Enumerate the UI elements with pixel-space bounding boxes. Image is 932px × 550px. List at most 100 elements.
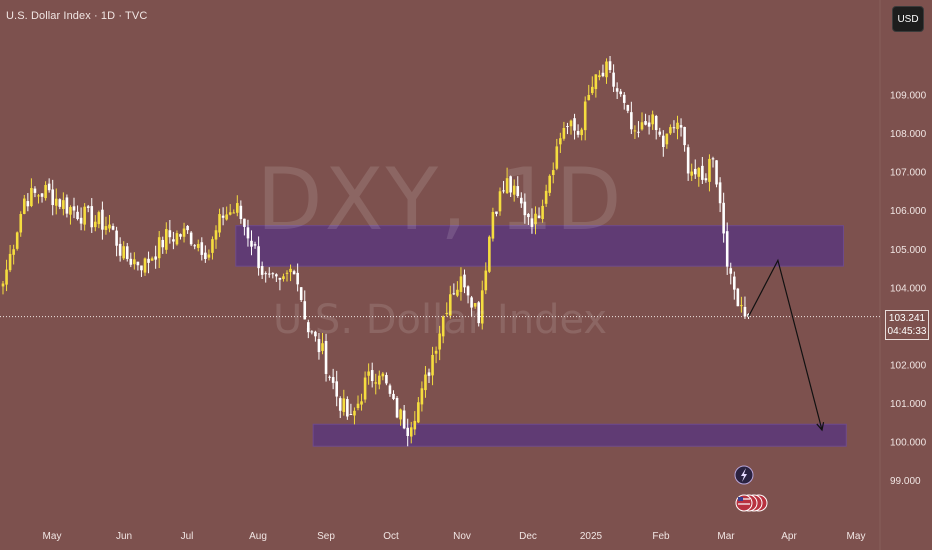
candle-down [331, 377, 335, 383]
candle-up [282, 276, 285, 279]
candle-up [409, 427, 413, 437]
candle-down [729, 268, 733, 274]
candle-down [392, 393, 395, 400]
candle-up [459, 276, 463, 292]
candle-up [321, 343, 324, 351]
y-tick-label: 99.000 [890, 476, 921, 487]
candle-up [438, 333, 441, 350]
candle-up [498, 191, 502, 212]
candle-down [701, 165, 704, 180]
candle-up [12, 249, 15, 255]
candle-up [97, 212, 101, 225]
candle-up [651, 114, 654, 125]
x-tick-label: Feb [652, 531, 670, 542]
y-tick-label: 106.000 [890, 206, 927, 217]
candle-up [399, 409, 402, 420]
candle-up [555, 146, 559, 169]
candle-down [186, 225, 189, 231]
candle-up [342, 398, 346, 412]
y-tick-label: 108.000 [890, 129, 927, 140]
candle-down [622, 94, 626, 103]
candle-up [150, 258, 154, 261]
y-tick-label: 105.000 [890, 245, 927, 256]
candle-down [346, 399, 349, 417]
candle-down [310, 331, 314, 333]
candle-up [548, 175, 551, 193]
candle-up [381, 373, 385, 377]
candle-down [509, 176, 512, 193]
candle-down [619, 91, 622, 95]
candle-up [445, 312, 449, 314]
lightning-glyph [741, 468, 747, 482]
candle-up [559, 138, 562, 145]
candle-up [580, 129, 583, 136]
candle-down [658, 131, 662, 135]
candle-down [516, 186, 520, 196]
candle-up [598, 75, 601, 78]
candle-down [683, 126, 686, 146]
candle-down [239, 205, 243, 219]
y-tick-label: 109.000 [890, 91, 927, 102]
candle-down [612, 72, 615, 87]
candle-down [470, 297, 473, 308]
currency-button[interactable]: USD [892, 6, 924, 32]
candle-down [115, 230, 118, 246]
candle-down [502, 190, 505, 192]
candle-down [90, 206, 94, 228]
candle-up [367, 371, 370, 376]
candle-down [477, 302, 480, 324]
candle-up [541, 205, 544, 220]
candle-down [168, 230, 172, 238]
candle-down [136, 261, 140, 266]
candle-down [388, 385, 392, 394]
candle-down [51, 189, 54, 206]
watermark-symbol: DXY, 1D [256, 150, 624, 250]
candle-up [363, 377, 367, 400]
candle-up [62, 200, 65, 209]
candle-down [630, 112, 633, 130]
candle-up [665, 133, 669, 145]
candle-down [406, 427, 409, 436]
candle-up [44, 184, 47, 199]
candle-down [111, 226, 115, 230]
chart-title: U.S. Dollar Index · 1D · TVC [6, 10, 148, 22]
candle-down [314, 331, 317, 337]
candle-down [573, 118, 576, 131]
candle-down [257, 246, 260, 269]
candle-up [378, 375, 381, 385]
candle-down [747, 314, 750, 317]
candle-down [65, 197, 69, 214]
candle-up [218, 214, 221, 233]
candle-up [356, 403, 360, 409]
x-tick-label: Nov [453, 531, 471, 542]
candle-up [413, 420, 417, 430]
watermark-name: U.S. Dollar Index [272, 297, 608, 343]
x-tick-label: Jun [116, 531, 132, 542]
candle-down [161, 239, 165, 248]
candle-down [693, 168, 697, 175]
candle-up [484, 270, 488, 291]
candle-down [743, 306, 747, 317]
candle-down [86, 206, 90, 208]
candle-down [637, 131, 640, 133]
candle-down [520, 197, 523, 204]
candle-down [250, 240, 253, 247]
candle-up [669, 127, 672, 134]
candle-up [19, 214, 23, 233]
candle-up [420, 388, 424, 405]
candle-down [154, 256, 157, 260]
x-tick-label: Mar [717, 531, 735, 542]
candle-up [562, 128, 566, 139]
candle-down [722, 202, 725, 234]
candle-down [662, 135, 665, 147]
candle-down [172, 239, 175, 242]
candle-down [704, 178, 708, 181]
candle-down [200, 242, 204, 255]
candle-down [495, 211, 498, 214]
candle-down [278, 277, 282, 280]
candle-up [491, 212, 495, 239]
candle-down [736, 288, 740, 307]
candle-down [79, 217, 83, 224]
